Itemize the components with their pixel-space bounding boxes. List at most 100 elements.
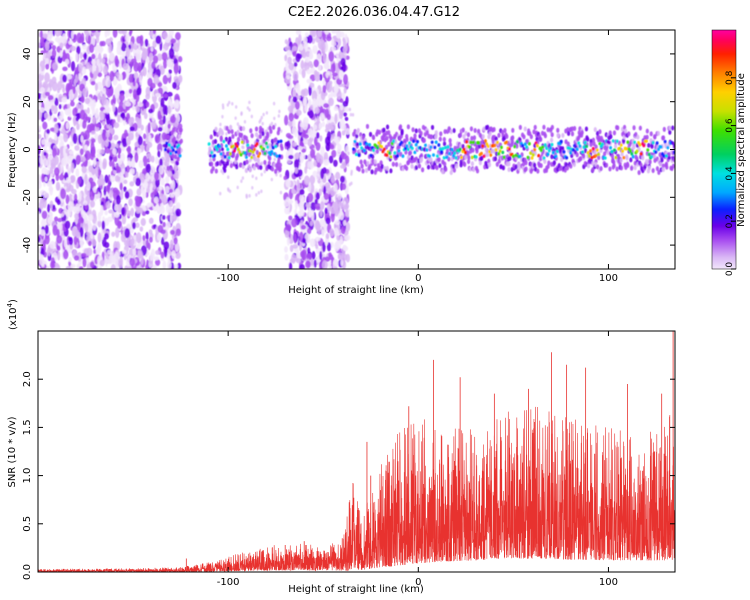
spectrogram-band-cell bbox=[625, 161, 630, 167]
spectrogram-noise-cell bbox=[68, 107, 72, 118]
spectrogram-band-cell bbox=[434, 130, 438, 136]
spectrogram-band-core bbox=[530, 156, 534, 160]
spectrogram-band-core bbox=[166, 149, 170, 154]
spectrogram-noise-cell bbox=[303, 175, 310, 186]
spectrogram-band-cell bbox=[599, 166, 603, 172]
spectrogram-x-label: Height of straight line (km) bbox=[288, 285, 424, 296]
spectrogram-noise-cell bbox=[139, 173, 146, 181]
spectrogram-noise-cell bbox=[65, 265, 71, 269]
spectrogram-noise-cell bbox=[138, 65, 142, 74]
spectrogram-noise-cell bbox=[79, 226, 84, 238]
spectrogram-noise-cell bbox=[97, 232, 102, 243]
spectrogram-noise-cell bbox=[77, 108, 82, 113]
spectrogram-noise-cell bbox=[322, 241, 326, 253]
spectrogram-noise-cell bbox=[274, 122, 277, 127]
spectrogram-band-cell bbox=[370, 169, 374, 175]
spectrogram-noise-cell bbox=[97, 46, 104, 53]
spectrogram-band-cell bbox=[464, 130, 468, 136]
spectrogram-band-cell bbox=[430, 124, 435, 130]
spectrogram-noise-cell bbox=[162, 104, 167, 115]
spectrogram-noise-cell bbox=[236, 122, 240, 126]
spectrogram-band-cell bbox=[655, 166, 660, 172]
colorbar-label: Normalized spectral amplitude bbox=[736, 73, 747, 227]
spectrogram-noise-cell bbox=[115, 227, 120, 239]
spectrogram-noise-cell bbox=[287, 50, 292, 57]
spectrogram-noise-cell bbox=[284, 54, 288, 62]
spectrogram-noise-cell bbox=[109, 159, 113, 167]
spectrogram-band-cell bbox=[570, 131, 575, 137]
spectrogram-noise-cell bbox=[38, 42, 41, 49]
spectrogram-noise-cell bbox=[60, 188, 67, 200]
spectrogram-band-cell bbox=[419, 156, 424, 162]
spectrogram-band-core bbox=[412, 139, 416, 144]
spectrogram-band-cell bbox=[443, 161, 447, 167]
spectrogram-band-cell bbox=[368, 164, 372, 170]
spectrogram-band-cell bbox=[234, 155, 239, 161]
spectrogram-band-core bbox=[529, 151, 533, 155]
spectrogram-noise-cell bbox=[159, 158, 163, 167]
spectrogram-noise-cell bbox=[51, 76, 57, 84]
spectrogram-band-core bbox=[447, 151, 451, 156]
spectrogram-noise-cell bbox=[221, 114, 224, 119]
spectrogram-noise-cell bbox=[137, 136, 143, 146]
spectrogram-band-core bbox=[207, 142, 211, 146]
spectrogram-noise-cell bbox=[117, 153, 122, 159]
spectrogram-band-core bbox=[639, 152, 643, 156]
spectrogram-noise-cell bbox=[225, 132, 228, 136]
snr-y-label: SNR (10 * v/v) bbox=[7, 416, 18, 487]
spectrogram-noise-cell bbox=[298, 203, 304, 212]
spectrogram-band-core bbox=[171, 148, 175, 152]
spectrogram-band-core bbox=[462, 147, 466, 152]
spectrogram-noise-cell bbox=[76, 231, 81, 239]
spectrogram-noise-cell bbox=[313, 259, 317, 268]
spectrogram-noise-cell bbox=[322, 176, 327, 183]
spectrogram-noise-cell bbox=[89, 190, 95, 202]
spectrogram-noise-cell bbox=[92, 223, 97, 231]
spectrogram-band-cell bbox=[366, 160, 370, 166]
spectrogram-noise-cell bbox=[41, 139, 46, 145]
spectrogram-noise-cell bbox=[90, 130, 96, 135]
spectrogram-noise-cell bbox=[151, 61, 156, 70]
spectrogram-band-cell bbox=[672, 157, 675, 163]
spectrogram-band-cell bbox=[174, 165, 179, 171]
spectrogram-noise-cell bbox=[160, 97, 165, 108]
spectrogram-noise-cell bbox=[62, 86, 66, 93]
spectrogram-band-cell bbox=[255, 150, 259, 156]
spectrogram-band-cell bbox=[169, 166, 173, 172]
spectrogram-band-cell bbox=[179, 138, 183, 144]
spectrogram-noise-cell bbox=[108, 52, 115, 62]
spectrogram-band-cell bbox=[579, 156, 583, 162]
spectrogram-noise-cell bbox=[68, 193, 73, 203]
spectrogram-band-cell bbox=[547, 160, 551, 166]
spectrogram-noise-cell bbox=[137, 249, 142, 255]
spectrogram-noise-cell bbox=[288, 62, 294, 71]
spectrogram-noise-cell bbox=[157, 82, 163, 88]
spectrogram-noise-cell bbox=[301, 148, 306, 153]
spectrogram-noise-cell bbox=[286, 236, 290, 246]
spectrogram-noise-cell bbox=[53, 155, 60, 166]
spectrogram-noise-cell bbox=[349, 112, 353, 117]
spectrogram-noise-cell bbox=[307, 160, 313, 170]
spectrogram-band-core bbox=[405, 144, 409, 148]
spectrogram-band-core bbox=[521, 143, 525, 148]
spectrogram-noise-cell bbox=[168, 98, 172, 105]
spectrogram-noise-cell bbox=[148, 229, 153, 235]
spectrogram-noise-cell bbox=[99, 174, 104, 182]
spectrogram-band-cell bbox=[503, 127, 507, 133]
spectrogram-band-core bbox=[264, 141, 268, 146]
spectrogram-noise-cell bbox=[132, 222, 136, 230]
spectrogram-noise-cell bbox=[154, 133, 161, 144]
spectrogram-band-cell bbox=[244, 168, 248, 174]
spectrogram-noise-cell bbox=[133, 72, 139, 80]
spectrogram-noise-cell bbox=[135, 197, 140, 207]
spectrogram-noise-cell bbox=[97, 72, 103, 78]
spectrogram-noise-cell bbox=[342, 38, 347, 49]
spectrogram-noise-cell bbox=[299, 189, 305, 196]
spectrogram-noise-cell bbox=[135, 222, 140, 228]
spectrogram-band-core bbox=[393, 151, 397, 155]
spectrogram-noise-cell bbox=[262, 112, 265, 117]
spectrogram-noise-cell bbox=[93, 186, 97, 194]
spectrogram-band-cell bbox=[364, 167, 369, 173]
spectrogram-band-core bbox=[279, 139, 283, 144]
spectrogram-noise-cell bbox=[339, 211, 345, 221]
